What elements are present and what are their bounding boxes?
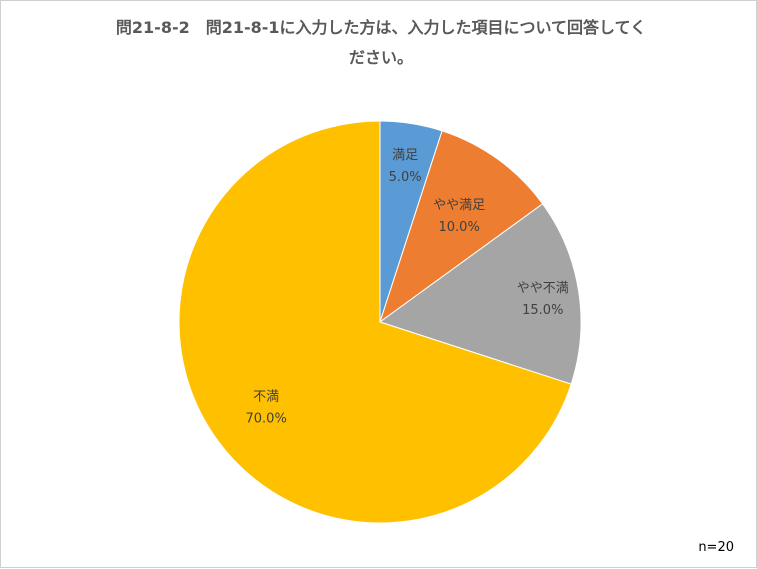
slice-category-label-2: やや満足 xyxy=(433,198,485,213)
slice-category-label-3: やや不満 xyxy=(517,281,569,296)
chart-title: 問21-8-2 問21-8-1に入力した方は、入力した項目について回答してく だ… xyxy=(61,13,701,73)
slice-value-label-3: 15.0% xyxy=(522,303,563,318)
slice-value-label-4: 70.0% xyxy=(246,412,287,427)
pie-slice-4 xyxy=(178,120,572,524)
slice-value-label-2: 10.0% xyxy=(439,220,480,235)
pie-slice-2 xyxy=(379,130,544,324)
chart-title-line-1: 問21-8-2 問21-8-1に入力した方は、入力した項目について回答してく xyxy=(115,18,647,37)
slice-value-label-1: 5.0% xyxy=(389,170,422,185)
slice-category-label-4: 不満 xyxy=(253,390,279,405)
pie-slice-3 xyxy=(378,203,582,385)
slice-category-label-1: 満足 xyxy=(392,148,418,163)
sample-size-note: n=20 xyxy=(698,540,734,555)
chart-title-line-2: ださい。 xyxy=(348,48,413,67)
